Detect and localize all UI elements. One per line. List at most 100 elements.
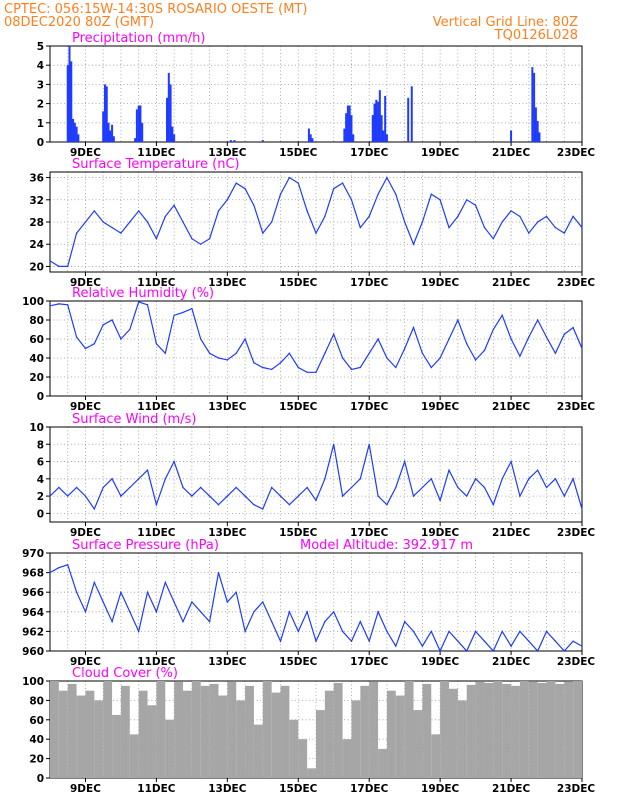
data-point bbox=[120, 591, 122, 593]
data-point bbox=[235, 352, 237, 354]
x-tick-label: 17DEC bbox=[350, 783, 389, 795]
data-point bbox=[244, 495, 246, 497]
data-point bbox=[75, 486, 78, 489]
x-tick-label: 17DEC bbox=[350, 277, 389, 289]
x-tick-label: 13DEC bbox=[208, 783, 247, 795]
data-point bbox=[288, 611, 291, 613]
cloud-bar bbox=[112, 714, 121, 778]
data-point bbox=[457, 486, 459, 489]
data-point bbox=[395, 486, 397, 489]
temperature-title: Surface Temperature (nC) bbox=[72, 157, 240, 172]
wind-panel: Surface Wind (m/s) 0 2 4 6 8 10 9DEC 11DEC 13DEC… bbox=[29, 412, 595, 539]
data-point bbox=[554, 226, 557, 229]
y-tick-label: 36 bbox=[29, 173, 44, 185]
data-point bbox=[49, 495, 51, 497]
data-point bbox=[403, 460, 406, 463]
data-point bbox=[191, 495, 193, 497]
x-tick-label: 21DEC bbox=[492, 147, 531, 159]
cloud-bar bbox=[546, 681, 556, 778]
data-point bbox=[120, 232, 122, 234]
data-point bbox=[129, 328, 131, 331]
data-point bbox=[341, 495, 344, 497]
data-point bbox=[510, 338, 512, 340]
gridlines bbox=[50, 427, 582, 522]
data-point bbox=[200, 338, 202, 340]
cloud-bar bbox=[528, 681, 538, 778]
y-tick-label: 20 bbox=[29, 261, 44, 273]
y-tick-label: 28 bbox=[29, 217, 44, 229]
data-point bbox=[359, 366, 362, 369]
data-point bbox=[359, 478, 362, 480]
x-tick-label: 11DEC bbox=[137, 147, 176, 159]
x-tick-label: 11DEC bbox=[137, 277, 176, 289]
data-point bbox=[412, 495, 415, 497]
cloud-bar bbox=[440, 681, 449, 778]
data-point bbox=[226, 601, 229, 603]
precip-bar bbox=[510, 130, 513, 142]
y-tick-label: 100 bbox=[22, 296, 44, 308]
cloud-bar bbox=[50, 681, 59, 778]
y-tick-label: 4 bbox=[37, 474, 44, 486]
data-point bbox=[217, 504, 220, 506]
data-point bbox=[49, 571, 51, 574]
data-point bbox=[412, 243, 415, 245]
pressure-title: Surface Pressure (hPa) bbox=[72, 538, 219, 553]
data-point bbox=[501, 314, 503, 316]
precip-bar bbox=[373, 103, 376, 142]
data-point bbox=[448, 630, 450, 633]
data-point bbox=[58, 486, 60, 489]
cloud-bar bbox=[200, 685, 210, 778]
precip-bar bbox=[102, 111, 105, 142]
gridlines bbox=[50, 553, 582, 651]
cloud-bar bbox=[262, 681, 272, 778]
data-point bbox=[155, 343, 158, 345]
data-point bbox=[49, 305, 51, 307]
precip-bar bbox=[68, 46, 71, 142]
y-tick-label: 970 bbox=[22, 548, 44, 560]
precip-bar bbox=[377, 101, 380, 142]
data-point bbox=[448, 226, 450, 229]
data-point bbox=[58, 265, 60, 268]
data-point bbox=[93, 343, 96, 345]
data-point bbox=[226, 359, 229, 361]
wind-title: Surface Wind (m/s) bbox=[72, 412, 196, 427]
precip-bar bbox=[410, 86, 413, 142]
data-point bbox=[253, 611, 255, 613]
cloud-bar bbox=[466, 684, 476, 778]
data-point bbox=[200, 243, 202, 245]
y-tick-label: 20 bbox=[29, 372, 44, 384]
data-point bbox=[457, 640, 459, 642]
data-point bbox=[111, 620, 113, 623]
precip-bar bbox=[112, 136, 115, 142]
data-point bbox=[501, 221, 503, 223]
cloud-bar bbox=[103, 681, 113, 778]
data-point bbox=[341, 182, 344, 184]
y-tick-label: 2 bbox=[37, 99, 44, 111]
humidity-panel: Relative Humidity (%) 0 20 40 60 80 100 9DEC 11… bbox=[22, 286, 595, 413]
y-tick-label: 0 bbox=[37, 773, 44, 785]
x-tick-label: 19DEC bbox=[421, 147, 460, 159]
data-point bbox=[111, 226, 113, 229]
y-tick-label: 6 bbox=[37, 457, 44, 469]
x-tick-label: 9DEC bbox=[70, 147, 101, 159]
x-tick-label: 9DEC bbox=[70, 401, 101, 413]
data-point bbox=[439, 499, 441, 502]
cloud-bar bbox=[271, 692, 281, 778]
data-point bbox=[403, 347, 406, 350]
cloud-bar bbox=[493, 681, 503, 778]
cloud-bar bbox=[404, 681, 414, 778]
cloud-bar bbox=[564, 681, 574, 778]
data-point bbox=[164, 215, 166, 218]
precip-bar bbox=[536, 120, 539, 142]
precip-bar bbox=[384, 95, 387, 142]
cloud-bar bbox=[519, 681, 529, 778]
cloud-bar bbox=[236, 700, 246, 778]
data-point bbox=[324, 478, 326, 480]
data-point bbox=[510, 645, 512, 647]
x-tick-label: 9DEC bbox=[70, 783, 101, 795]
data-point bbox=[200, 486, 202, 489]
gridlines bbox=[50, 172, 582, 272]
y-tick-label: 20 bbox=[29, 754, 44, 766]
x-tick-label: 23DEC bbox=[557, 401, 596, 413]
x-tick-label: 13DEC bbox=[208, 401, 247, 413]
